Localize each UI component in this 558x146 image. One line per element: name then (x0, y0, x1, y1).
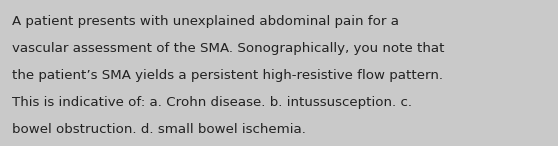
Text: bowel obstruction. d. small bowel ischemia.: bowel obstruction. d. small bowel ischem… (12, 123, 306, 136)
Text: This is indicative of: a. Crohn disease. b. intussusception. c.: This is indicative of: a. Crohn disease.… (12, 96, 412, 109)
Text: the patient’s SMA yields a persistent high-resistive flow pattern.: the patient’s SMA yields a persistent hi… (12, 69, 444, 82)
Text: A patient presents with unexplained abdominal pain for a: A patient presents with unexplained abdo… (12, 15, 400, 28)
Text: vascular assessment of the SMA. Sonographically, you note that: vascular assessment of the SMA. Sonograp… (12, 42, 445, 55)
